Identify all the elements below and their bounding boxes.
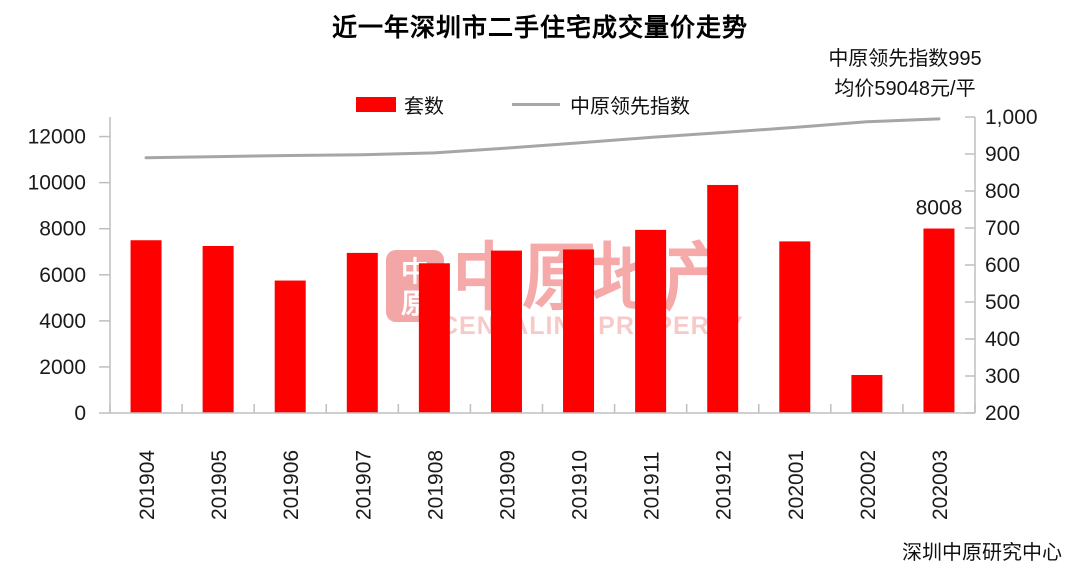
bar-201904: [130, 240, 162, 413]
axes: [99, 116, 976, 414]
bar-201905: [202, 245, 234, 413]
bar-201906: [274, 280, 306, 413]
legend-line-swatch: [512, 103, 560, 106]
index-line: [144, 117, 941, 160]
legend-line-label: 中原领先指数: [570, 96, 690, 118]
bar-201909: [490, 250, 522, 413]
right-axis-tick-label: 400: [985, 328, 1020, 351]
bar-201907: [346, 252, 378, 413]
right-axis-tick-label: 500: [985, 291, 1020, 314]
bar-202001: [779, 241, 811, 413]
left-axis-tick-label: 4000: [39, 310, 86, 333]
bar-202002: [851, 374, 883, 413]
right-axis-tick-label: 200: [985, 402, 1020, 425]
bar-201912: [707, 184, 739, 413]
right-axis-tick-label: 700: [985, 217, 1020, 240]
source-credit: 深圳中原研究中心: [902, 542, 1062, 564]
bar-201908: [418, 263, 450, 413]
right-axis-tick-label: 600: [985, 254, 1020, 277]
legend-bar-swatch: [356, 97, 396, 112]
data-label-202003: 8008: [916, 197, 963, 220]
x-axis-label-201904: 201904: [136, 450, 159, 520]
x-axis-label-201909: 201909: [496, 450, 519, 520]
annotation-price: 均价59048元/平: [834, 78, 976, 100]
x-axis-label-202001: 202001: [785, 450, 808, 520]
bar-202003: [923, 228, 955, 413]
chart-title: 近一年深圳市二手住宅成交量价走势: [331, 14, 748, 42]
bar-201910: [563, 249, 595, 413]
right-axis-tick-label: 300: [985, 365, 1020, 388]
x-axis-label-201905: 201905: [208, 450, 231, 520]
x-axis-label-201906: 201906: [280, 450, 303, 520]
right-axis-tick-label: 800: [985, 180, 1020, 203]
legend-bar-label: 套数: [404, 96, 444, 118]
x-axis-label-201912: 201912: [713, 450, 736, 520]
x-axis-label-202002: 202002: [857, 450, 880, 520]
left-axis-tick-label: 10000: [28, 172, 86, 195]
bar-series: [130, 184, 955, 413]
left-axis-tick-label: 6000: [39, 264, 86, 287]
left-axis-tick-label: 2000: [39, 356, 86, 379]
x-axis-label-202003: 202003: [929, 450, 952, 520]
legend: 套数 中原领先指数: [356, 90, 690, 119]
x-axis-label-201907: 201907: [352, 450, 375, 520]
bar-201911: [635, 229, 667, 413]
left-axis-tick-label: 8000: [39, 218, 86, 241]
right-axis-tick-label: 900: [985, 143, 1020, 166]
x-axis-label-201911: 201911: [641, 451, 664, 520]
right-axis-tick-label: 1,000: [985, 106, 1038, 129]
x-axis-label-201910: 201910: [569, 450, 592, 520]
left-axis-tick-label: 12000: [28, 126, 86, 149]
left-axis-tick-label: 0: [74, 402, 86, 425]
annotation-block: 中原领先指数995 均价59048元/平: [755, 44, 1055, 104]
annotation-index: 中原领先指数995: [828, 48, 982, 70]
x-axis-label-201908: 201908: [424, 450, 447, 520]
